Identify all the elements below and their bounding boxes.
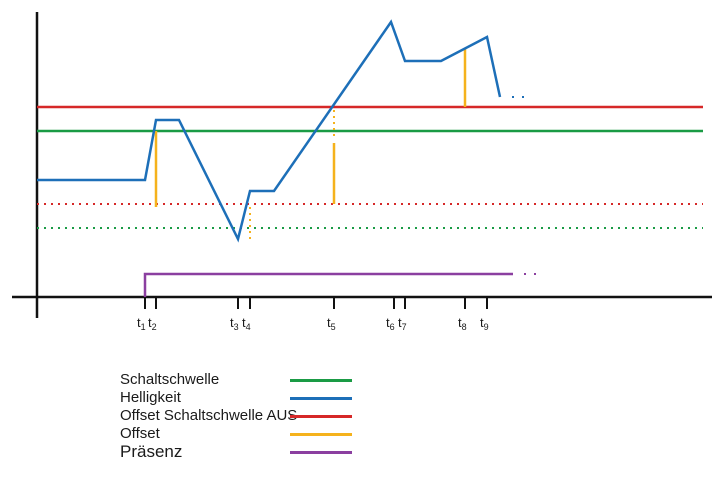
presence-line [143, 272, 513, 297]
legend-swatch [290, 415, 352, 418]
switching-diagram: t1 t2 t3 t4 t5 t6 t7 t8 t9 [12, 12, 712, 332]
tick-label-t7: t7 [398, 315, 407, 332]
legend-label: Helligkeit [120, 389, 181, 406]
time-ticks [144, 297, 488, 309]
tick-label-t1: t1 [137, 315, 146, 332]
brightness-curve [37, 19, 502, 243]
tick-label-t3: t3 [230, 315, 239, 332]
legend-label: Offset [120, 425, 160, 442]
tick-label-t5: t5 [327, 315, 336, 332]
legend-swatch [290, 451, 352, 454]
legend-item-praesenz: Präsenz [120, 443, 360, 461]
legend-label: Präsenz [120, 442, 183, 461]
legend-swatch [290, 379, 352, 382]
legend-label: Schaltschwelle [120, 371, 220, 388]
tick-label-t6: t6 [386, 315, 395, 332]
legend-label: Offset Schaltschwelle AUS [120, 407, 298, 424]
legend-swatch [290, 397, 352, 400]
tick-label-t8: t8 [458, 315, 467, 332]
legend-item-helligkeit: Helligkeit [120, 389, 360, 407]
tick-label-t2: t2 [148, 315, 157, 332]
legend-item-schaltschwelle: Schaltschwelle [120, 371, 360, 389]
legend-swatch [290, 433, 352, 436]
legend-item-offset: Offset [120, 425, 360, 443]
time-labels: t1 t2 t3 t4 t5 t6 t7 t8 t9 [137, 315, 489, 332]
legend: Schaltschwelle Helligkeit Offset Schalts… [120, 371, 360, 461]
legend-item-offset-schaltschwelle-aus: Offset Schaltschwelle AUS [120, 407, 360, 425]
tick-label-t4: t4 [242, 315, 251, 332]
tick-label-t9: t9 [480, 315, 489, 332]
